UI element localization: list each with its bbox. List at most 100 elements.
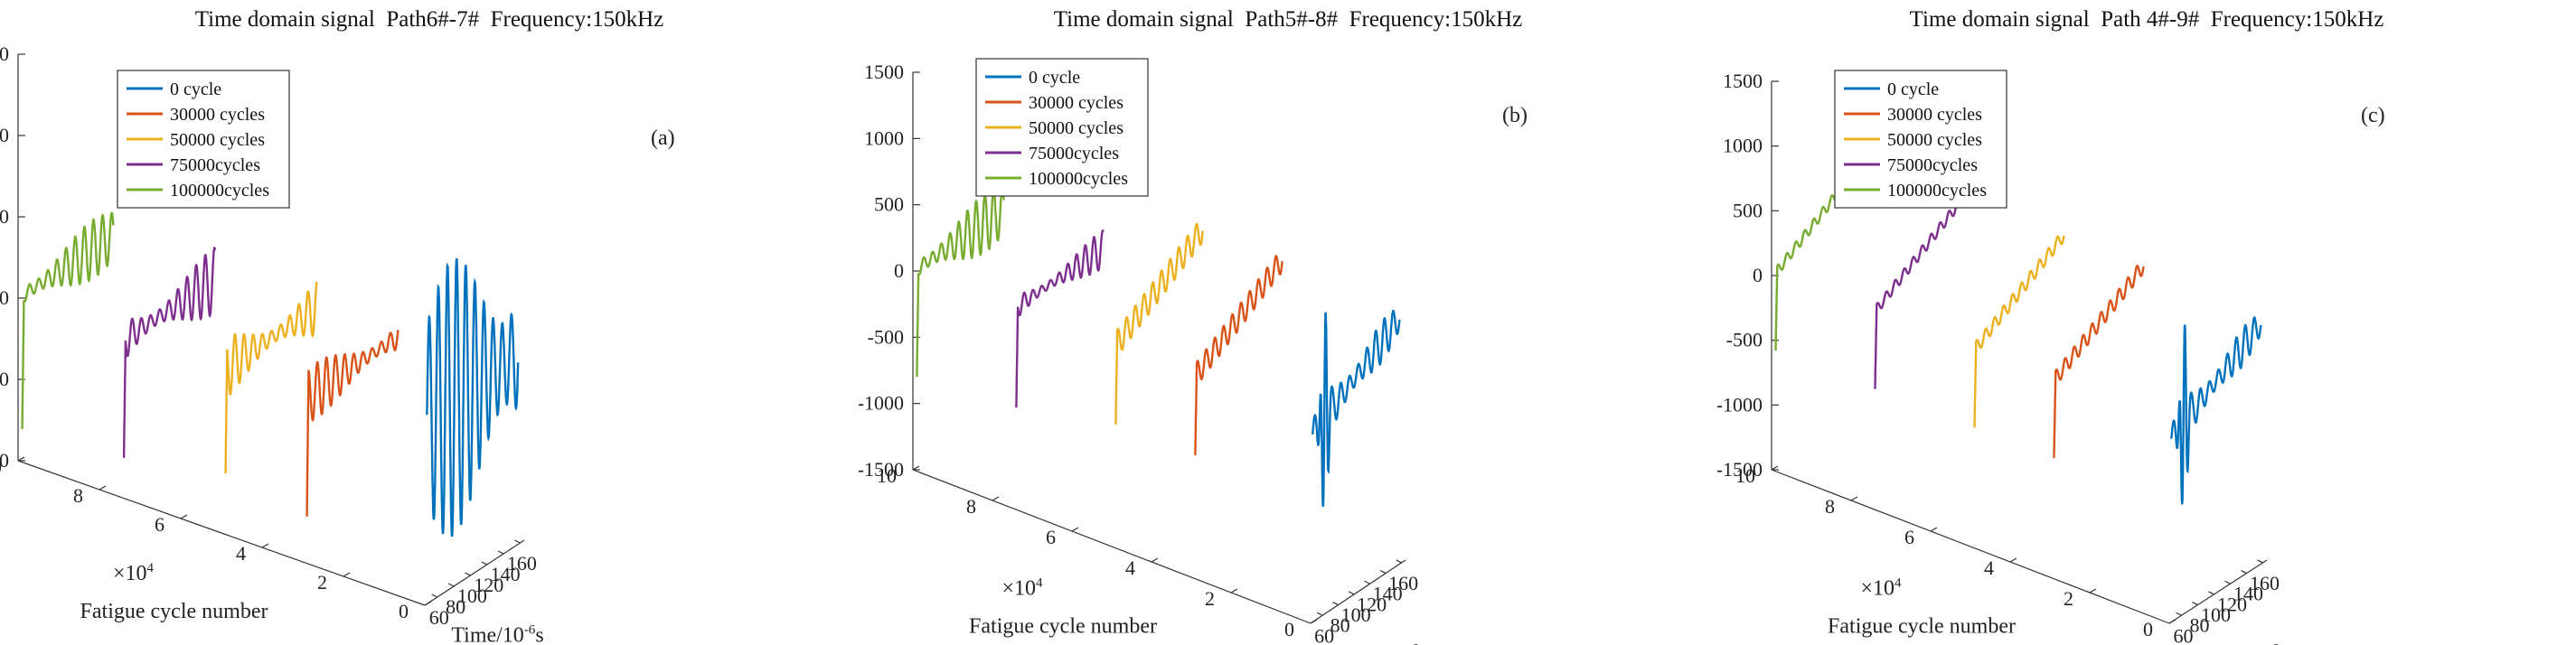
y-tick-mark	[912, 465, 920, 471]
legend-entry: 100000cycles	[1029, 169, 1128, 189]
z-tick-label: 1500	[1723, 70, 1763, 92]
x-axis-label: Time/10-6s	[451, 622, 543, 645]
z-tick-label: 500	[1733, 199, 1763, 221]
x-axis-label: Time/10-6s	[2195, 642, 2287, 645]
series-line-50000-cycles	[1114, 222, 1204, 425]
x-tick-mark	[1348, 591, 1355, 595]
x-tick-label: 80	[1330, 614, 1350, 637]
y-tick-label: 2	[317, 571, 327, 594]
x-tick-label: 80	[446, 595, 465, 618]
x-tick-label: 140	[491, 563, 521, 585]
y-axis-label: Fatigue cycle number	[969, 615, 1157, 639]
y-tick-label: 6	[1046, 526, 1056, 548]
y-tick-mark	[1310, 619, 1318, 624]
z-tick-label: -1000	[859, 392, 904, 415]
y-axis-line	[912, 469, 1312, 624]
y-tick-mark	[2089, 588, 2097, 594]
chart-title: Time domain signal Path5#-8# Frequency:1…	[1053, 7, 1523, 32]
z-tick-label: 1000	[0, 124, 9, 146]
legend-entry: 75000cycles	[1029, 144, 1119, 164]
series-line-75000cycles	[122, 246, 217, 458]
x-tick-mark	[1396, 559, 1402, 564]
y-tick-mark	[1930, 527, 1938, 532]
y-tick-label: 2	[1205, 587, 1215, 610]
x-tick-mark	[514, 539, 521, 544]
x-axis-line	[2168, 559, 2268, 624]
y-tick-mark	[180, 514, 188, 519]
x-tick-label: 160	[507, 552, 537, 575]
legend-entry: 0 cycle	[1887, 79, 1939, 99]
chart-panel-b: Time domain signal Path5#-8# Frequency:1…	[859, 0, 1717, 645]
x-tick-label: 140	[2233, 583, 2263, 605]
x-axis-line	[1310, 559, 1406, 624]
x-tick-label: 100	[457, 584, 487, 607]
y-tick-mark	[424, 601, 432, 606]
legend-entry: 50000 cycles	[1887, 130, 1982, 150]
x-tick-label: 60	[429, 606, 449, 629]
x-tick-mark	[2241, 570, 2247, 575]
y-tick-label: 6	[1904, 526, 1914, 548]
z-tick-label: 500	[0, 205, 9, 228]
series-line-0-cycle	[426, 257, 520, 538]
x-tick-label: 120	[1357, 593, 1387, 615]
series-line-0-cycle	[1312, 309, 1401, 507]
series-line-50000-cycles	[224, 281, 318, 474]
y-tick-mark	[17, 456, 25, 462]
panel-label: (b)	[1502, 104, 1528, 127]
z-tick-label: 1500	[864, 61, 904, 83]
y-axis-multiplier: ×104	[113, 561, 155, 585]
z-tick-label: -500	[0, 368, 9, 390]
x-tick-mark	[2224, 580, 2231, 584]
legend-entry: 75000cycles	[1887, 155, 1978, 175]
y-axis-label: Fatigue cycle number	[80, 600, 268, 623]
x-tick-mark	[1379, 570, 1387, 575]
z-tick-label: 1500	[0, 42, 9, 65]
x-tick-label: 160	[2250, 572, 2280, 594]
x-tick-mark	[497, 550, 504, 555]
y-tick-mark	[1230, 588, 1238, 594]
y-tick-label: 0	[2143, 618, 2153, 640]
x-tick-label: 60	[2174, 624, 2194, 645]
z-tick-label: 0	[1753, 264, 1763, 286]
y-tick-mark	[99, 485, 107, 491]
series-line-30000-cycles	[1194, 255, 1283, 456]
y-tick-label: 4	[1984, 556, 1994, 579]
y-tick-label: 8	[1825, 495, 1835, 518]
y-tick-label: 10	[877, 464, 897, 487]
x-tick-mark	[1364, 580, 1370, 584]
legend-entry: 30000 cycles	[1029, 93, 1123, 113]
series-line-75000cycles	[1874, 196, 1966, 389]
y-tick-mark	[2168, 619, 2176, 624]
panel-label: (a)	[651, 126, 675, 150]
y-tick-mark	[1771, 465, 1779, 471]
legend-entry: 100000cycles	[1887, 181, 1987, 201]
y-tick-mark	[2009, 557, 2017, 563]
y-tick-label: 0	[1284, 618, 1294, 640]
y-tick-mark	[343, 572, 351, 577]
z-tick-label: -1000	[1717, 393, 1763, 416]
z-tick-label: -500	[868, 325, 904, 348]
series-line-75000cycles	[1015, 229, 1105, 408]
legend-entry: 30000 cycles	[1887, 105, 1982, 125]
series-line-0-cycle	[2170, 316, 2262, 505]
y-axis-label: Fatigue cycle number	[1828, 615, 2016, 639]
x-tick-mark	[481, 561, 488, 566]
y-axis-line	[1771, 469, 2170, 624]
x-tick-mark	[1316, 612, 1323, 616]
x-tick-mark	[2176, 612, 2182, 616]
z-tick-label: -1500	[1717, 458, 1763, 481]
legend-entry: 0 cycle	[170, 79, 221, 99]
legend-entry: 75000cycles	[170, 155, 260, 175]
z-tick-label: -500	[1726, 329, 1763, 351]
y-tick-label: 10	[1735, 464, 1755, 487]
y-axis-multiplier: ×104	[1860, 576, 1902, 601]
x-axis-label: Time/10-6s	[1335, 642, 1427, 645]
z-tick-label: 500	[874, 193, 904, 216]
x-tick-label: 120	[2217, 593, 2247, 615]
chart-title: Time domain signal Path 4#-9# Frequency:…	[1909, 7, 2384, 32]
x-tick-label: 100	[1341, 603, 1371, 626]
x-axis-line	[424, 539, 525, 606]
